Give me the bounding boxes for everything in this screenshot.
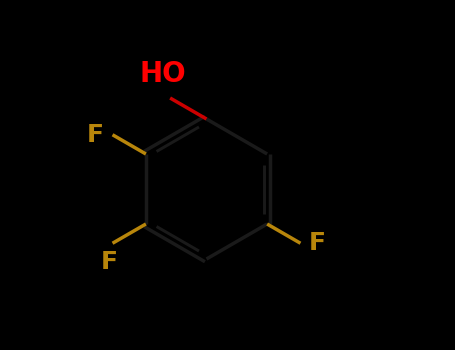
Text: HO: HO — [140, 60, 187, 88]
Text: F: F — [101, 250, 117, 274]
Text: F: F — [87, 123, 104, 147]
Text: F: F — [309, 231, 326, 255]
